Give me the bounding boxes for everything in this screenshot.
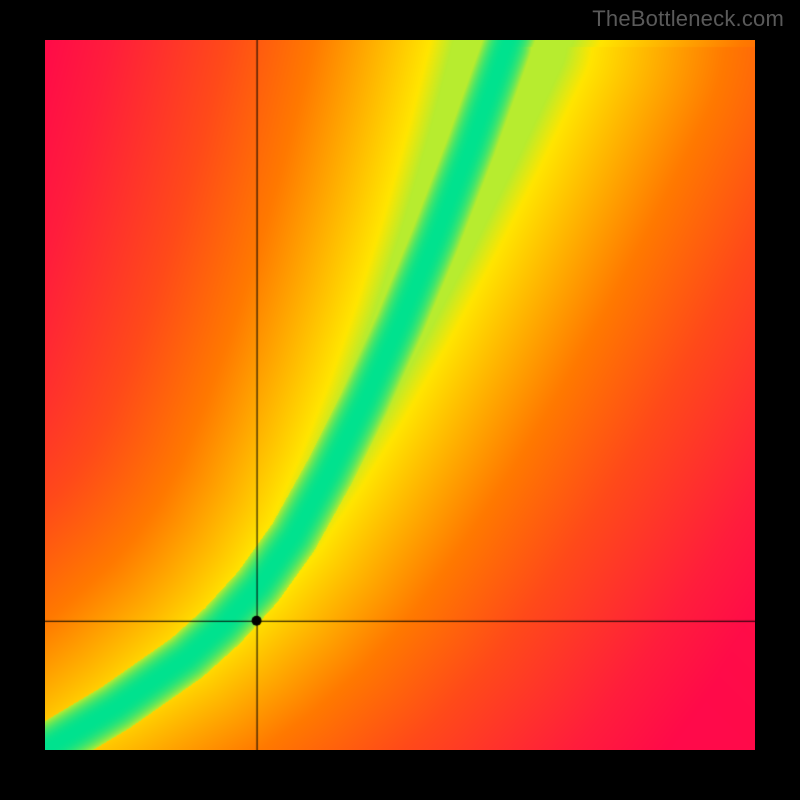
heatmap-canvas (45, 40, 755, 750)
watermark-text: TheBottleneck.com (592, 6, 784, 32)
bottleneck-heatmap (45, 40, 755, 750)
